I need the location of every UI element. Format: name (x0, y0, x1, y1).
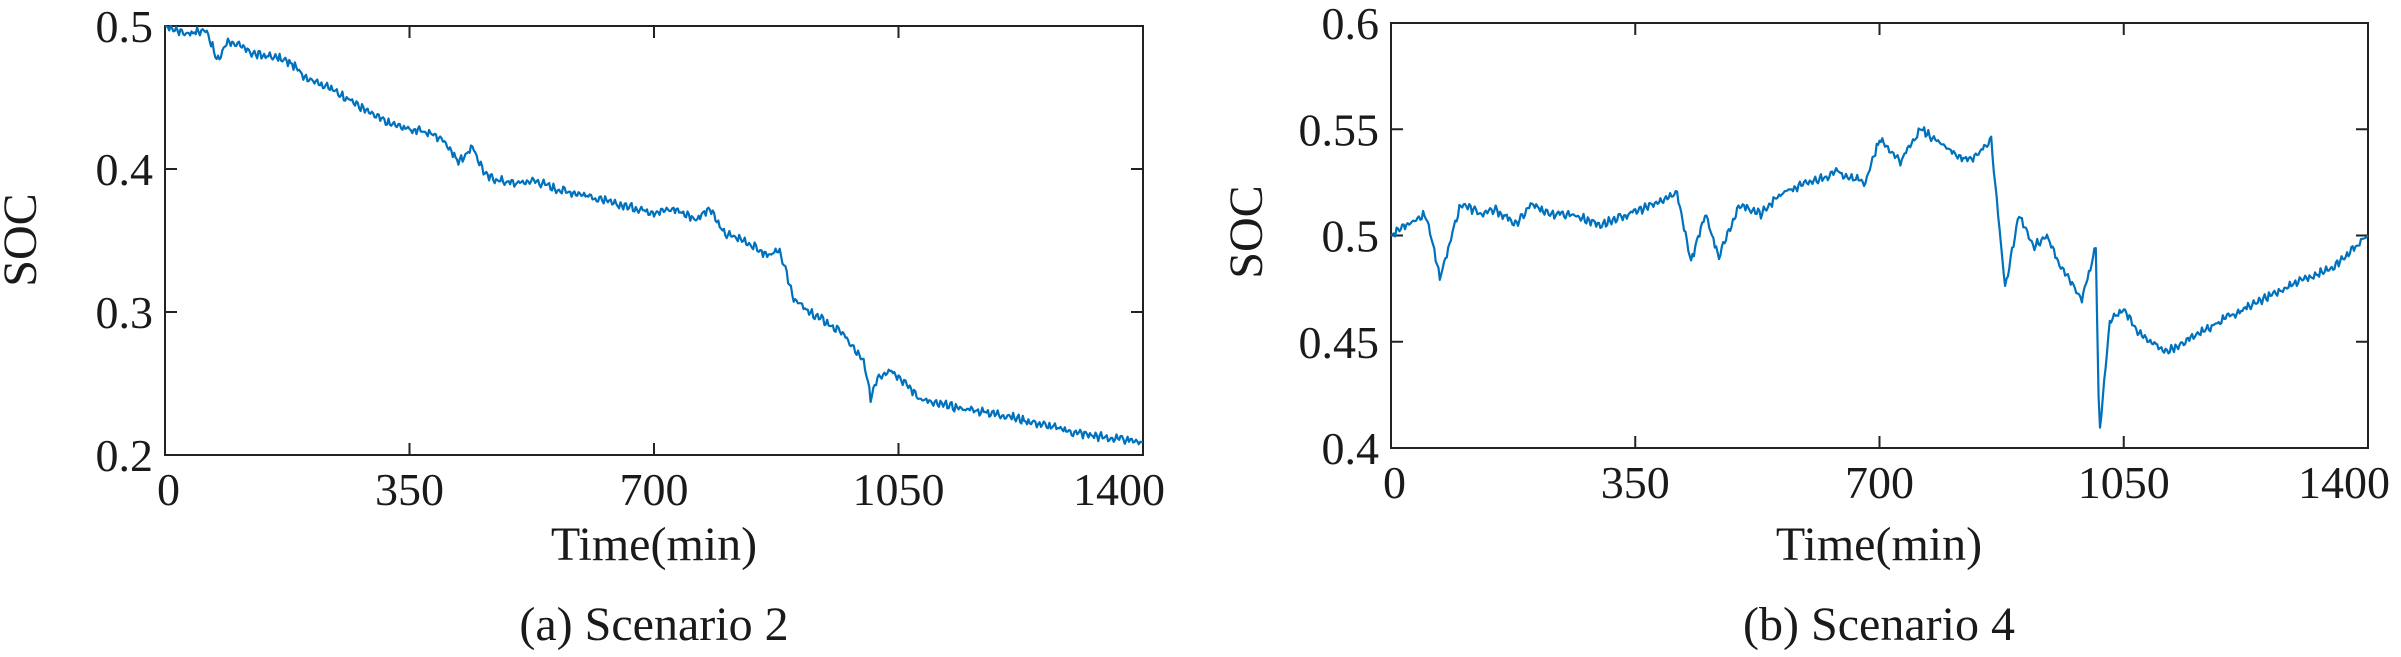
y-tick-label: 0.4 (1322, 423, 1380, 474)
y-tick-label: 0.3 (96, 287, 154, 338)
x-tick-label: 0 (1383, 457, 1406, 508)
plot-frame-a (164, 25, 1144, 456)
y-tick-label: 0.5 (1322, 211, 1380, 262)
x-tick-label: 1400 (1073, 464, 1165, 515)
panel-scenario-2: 0 350 700 1050 1400 0.2 0.3 0.4 0.5 Time(min) SO… (0, 1, 1165, 651)
y-axis-label-b: SOC (1220, 185, 1273, 278)
x-tick-label: 1050 (2078, 457, 2170, 508)
panel-scenario-4: 0 350 700 1050 1400 0.4 0.45 0.5 0.55 0.6 Time(mi… (1220, 0, 2390, 651)
y-tick-label: 0.6 (1322, 0, 1380, 49)
x-tick-label: 700 (1845, 457, 1914, 508)
x-tick-label: 1050 (853, 464, 945, 515)
x-tick-label: 350 (375, 464, 444, 515)
x-tick-label: 700 (620, 464, 689, 515)
plot-frame-b (1390, 22, 2369, 449)
x-tick-label: 350 (1601, 457, 1670, 508)
caption-a: (a) Scenario 2 (519, 598, 788, 651)
series-a (164, 24, 1144, 446)
y-tick-label: 0.45 (1299, 317, 1380, 368)
y-tick-label: 0.2 (96, 430, 154, 481)
x-tick-label: 0 (157, 464, 180, 515)
y-tick-label: 0.55 (1299, 104, 1380, 155)
x-axis-label-a: Time(min) (551, 518, 757, 571)
y-tick-label: 0.5 (96, 1, 154, 52)
soc-series-line (164, 24, 1144, 446)
x-tick-label: 1400 (2298, 457, 2390, 508)
ticks-b: 0 350 700 1050 1400 0.4 0.45 0.5 0.55 0.6 (1299, 0, 2391, 508)
x-axis-label-b: Time(min) (1776, 518, 1982, 571)
caption-b: (b) Scenario 4 (1743, 598, 2015, 651)
ticks-a: 0 350 700 1050 1400 0.2 0.3 0.4 0.5 (96, 1, 1166, 515)
y-tick-label: 0.4 (96, 144, 154, 195)
y-axis-label-a: SOC (0, 193, 47, 286)
series-b (1390, 126, 2369, 429)
soc-series-line (1390, 126, 2369, 429)
